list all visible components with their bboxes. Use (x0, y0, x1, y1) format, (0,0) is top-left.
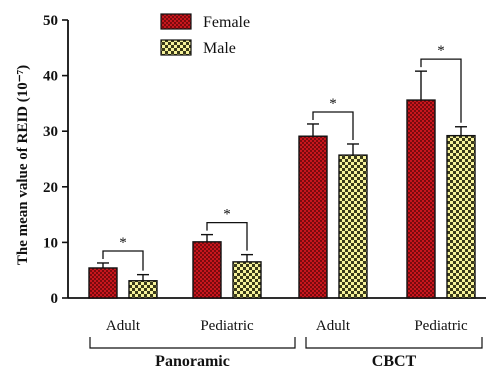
bar-male (338, 154, 368, 299)
bar-male (232, 261, 262, 299)
legend-label: Female (203, 14, 250, 31)
significance-bracket (312, 111, 354, 140)
legend-swatch-female (160, 13, 192, 30)
significance-bracket (206, 221, 248, 251)
significance-brackets: * * * * (102, 43, 462, 271)
group-label: Panoramic (155, 353, 230, 369)
error-bars (97, 70, 467, 281)
significance-marker: * (437, 43, 445, 59)
bar-male (128, 280, 158, 299)
significance-bracket (420, 58, 462, 123)
y-tick-label: 50 (43, 13, 58, 29)
bar-female (406, 99, 436, 299)
bars (88, 99, 476, 299)
x-category-label: Adult (316, 318, 351, 334)
y-tick-label: 30 (43, 124, 58, 140)
significance-marker: * (329, 96, 337, 112)
x-category-label: Pediatric (200, 318, 254, 334)
y-axis-label: The mean value of REID (10⁻⁷) (15, 65, 31, 265)
x-category-label: Adult (106, 318, 141, 334)
y-tick-label: 0 (51, 291, 59, 307)
bar-female (88, 267, 118, 299)
significance-bracket (102, 250, 144, 271)
group-bracket (89, 337, 296, 349)
legend: Female Male (160, 13, 250, 57)
bar-female (192, 241, 222, 299)
significance-marker: * (119, 235, 127, 251)
group-bracket (305, 337, 483, 349)
y-tick-label: 10 (43, 235, 58, 251)
bar-female (298, 135, 328, 299)
x-category-label: Pediatric (414, 318, 468, 334)
y-tick-label: 20 (43, 180, 58, 196)
group-label: CBCT (372, 353, 417, 369)
y-tick-label: 40 (43, 69, 58, 85)
bar-male (446, 134, 476, 299)
significance-marker: * (223, 207, 231, 223)
labels: Adult Pediatric Adult Pediatric Panoramic CBC… (89, 318, 483, 369)
legend-label: Male (203, 40, 236, 57)
legend-swatch-male (160, 39, 192, 56)
